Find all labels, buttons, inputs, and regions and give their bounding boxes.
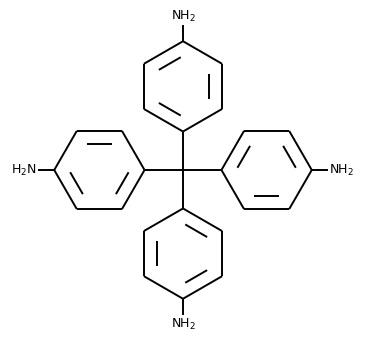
Text: H$_2$N: H$_2$N bbox=[11, 163, 37, 177]
Text: NH$_2$: NH$_2$ bbox=[171, 8, 195, 23]
Text: NH$_2$: NH$_2$ bbox=[329, 163, 354, 177]
Text: NH$_2$: NH$_2$ bbox=[171, 317, 195, 332]
